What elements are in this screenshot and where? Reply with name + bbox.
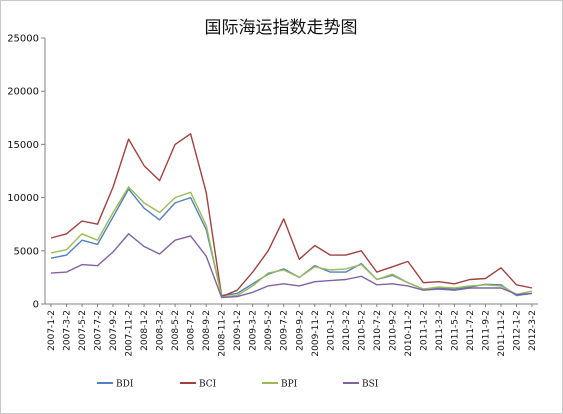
- x-tick-label: 2009-3-2: [249, 310, 259, 351]
- x-tick-label: 2008-11-2: [218, 310, 228, 357]
- x-tick-label: 2010-11-2: [404, 310, 414, 357]
- chart-legend: BDI BCI BPI BSI: [97, 380, 379, 390]
- x-tick-label: 2012-1-2: [512, 310, 522, 351]
- x-tick-label: 2007-3-2: [63, 310, 73, 351]
- y-axis-ticks: 0 5000 10000 15000 20000 25000: [7, 34, 45, 311]
- legend-label-bci: BCI: [199, 380, 217, 390]
- x-tick-label: 2007-9-2: [109, 310, 119, 351]
- x-tick-label: 2011-9-2: [481, 310, 491, 351]
- series-line-bsi: [50, 233, 533, 299]
- y-tick-label: 25000: [7, 34, 39, 45]
- x-tick-label: 2012-3-2: [528, 310, 538, 351]
- legend-label-bsi: BSI: [362, 380, 379, 390]
- x-tick-label: 2010-3-2: [342, 310, 352, 351]
- y-tick-label: 15000: [7, 140, 39, 151]
- x-tick-label: 2009-5-2: [264, 310, 274, 351]
- x-tick-label: 2010-9-2: [388, 310, 398, 351]
- x-tick-label: 2007-11-2: [125, 310, 135, 357]
- series-line-bci: [50, 133, 533, 298]
- x-tick-label: 2008-5-2: [171, 310, 181, 351]
- series-line-bpi: [50, 186, 533, 298]
- x-tick-label: 2007-7-2: [94, 310, 104, 351]
- series-line-bdi: [50, 188, 533, 297]
- x-tick-label: 2010-7-2: [373, 310, 383, 351]
- x-tick-label: 2010-1-2: [326, 310, 336, 351]
- x-tick-label: 2010-5-2: [357, 310, 367, 351]
- x-tick-label: 2011-5-2: [450, 310, 460, 351]
- x-tick-label: 2011-3-2: [435, 310, 445, 351]
- x-tick-label: 2009-7-2: [280, 310, 290, 351]
- chart-title: 国际海运指数走势图: [205, 18, 358, 38]
- y-tick-label: 20000: [7, 87, 39, 98]
- x-tick-label: 2008-9-2: [202, 310, 212, 351]
- x-tick-label: 2008-7-2: [187, 310, 197, 351]
- x-tick-label: 2008-3-2: [156, 310, 166, 351]
- x-tick-label: 2011-11-2: [497, 310, 507, 357]
- x-tick-label: 2009-9-2: [295, 310, 305, 351]
- x-tick-label: 2007-1-2: [47, 310, 57, 351]
- x-tick-label: 2011-1-2: [419, 310, 429, 351]
- legend-label-bpi: BPI: [281, 380, 298, 390]
- x-tick-label: 2011-7-2: [466, 310, 476, 351]
- y-tick-label: 0: [33, 300, 39, 311]
- x-axis-ticks: 2007-1-2 2007-3-2 2007-5-2 2007-7-2 2007-9-2…: [47, 304, 538, 357]
- y-tick-label: 10000: [7, 193, 39, 204]
- series-lines: [50, 133, 533, 299]
- x-tick-label: 2009-11-2: [311, 310, 321, 357]
- legend-label-bdi: BDI: [116, 380, 134, 390]
- x-tick-label: 2007-5-2: [78, 310, 88, 351]
- chart-axes: [44, 38, 538, 305]
- y-tick-label: 5000: [14, 246, 39, 257]
- x-tick-label: 2009-1-2: [233, 310, 243, 351]
- x-tick-label: 2008-1-2: [140, 310, 150, 351]
